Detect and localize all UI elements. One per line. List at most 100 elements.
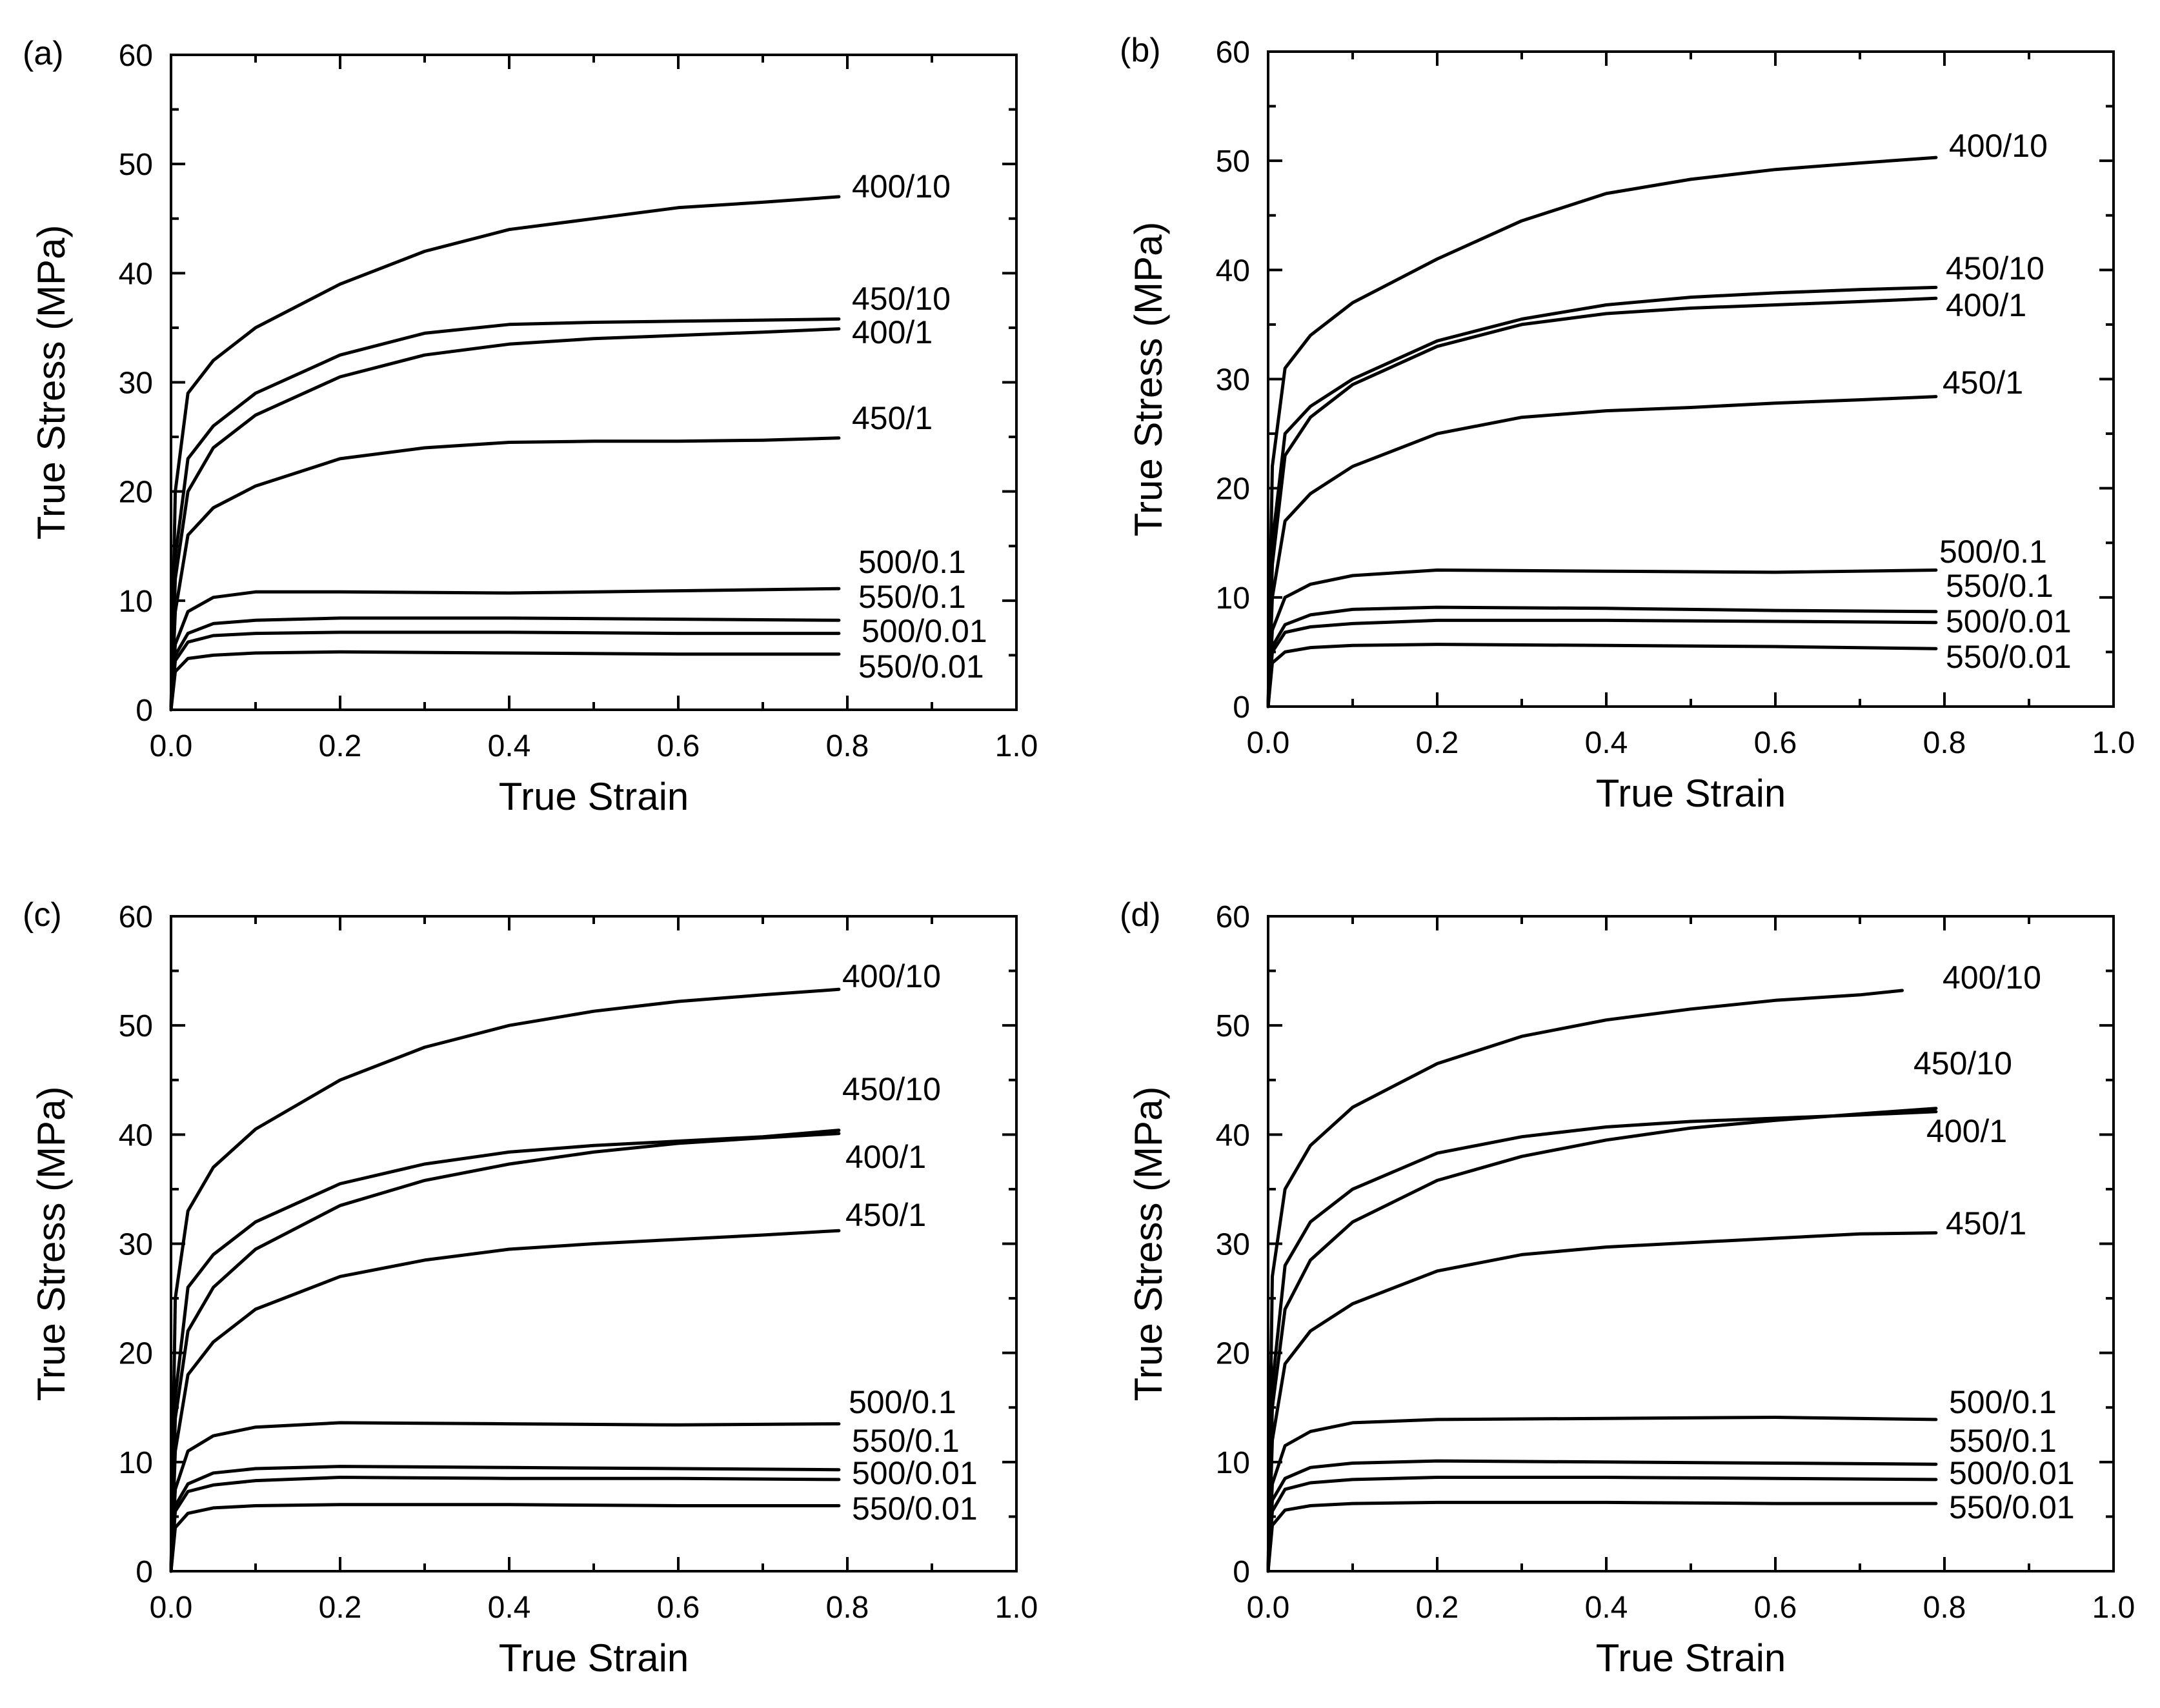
series-label: 450/1 bbox=[1943, 365, 2023, 401]
series-line-550-0-01 bbox=[169, 650, 841, 712]
series-label: 450/10 bbox=[1913, 1045, 2012, 1081]
series-line-500-0-1 bbox=[169, 587, 841, 712]
series-label: 400/1 bbox=[1946, 287, 2026, 323]
x-axis-title: True Strain bbox=[499, 1636, 689, 1680]
y-tick-label: 30 bbox=[119, 367, 153, 401]
series-line-550-0-01 bbox=[1266, 643, 1938, 708]
series-label: 550/0.1 bbox=[1949, 1423, 2057, 1459]
x-tick-label: 0.4 bbox=[1585, 1591, 1628, 1625]
y-tick-label: 0 bbox=[136, 694, 153, 728]
series-line-400-1 bbox=[1266, 296, 1938, 708]
y-tick-label: 10 bbox=[119, 585, 153, 619]
chart-panel-1: 0.0 0.2 0.4 0.6 0.8 1.0 0 10 20 30 40 50 60 True Stra… bbox=[23, 35, 1038, 818]
series-label: 450/10 bbox=[842, 1071, 941, 1107]
series-line-550-0-1 bbox=[169, 616, 841, 712]
y-tick-label: 40 bbox=[119, 1118, 153, 1152]
series-line-450-10 bbox=[169, 1129, 841, 1573]
series-line-450-10 bbox=[169, 317, 841, 712]
series-label: 500/0.1 bbox=[1949, 1384, 2057, 1420]
x-tick-label: 0.6 bbox=[1754, 1591, 1797, 1625]
x-tick-label: 0.2 bbox=[1416, 726, 1459, 760]
y-tick-label: 30 bbox=[1216, 1228, 1250, 1262]
x-tick-label: 0.6 bbox=[1754, 726, 1797, 760]
x-tick-label: 1.0 bbox=[995, 1591, 1038, 1625]
panel-label: (a) bbox=[23, 35, 64, 72]
y-tick-label: 50 bbox=[1216, 1009, 1250, 1043]
y-tick-label: 0 bbox=[136, 1555, 153, 1589]
chart-panel-4: 0.0 0.2 0.4 0.6 0.8 1.0 0 10 20 30 40 50 60 True Stra… bbox=[1120, 896, 2135, 1680]
x-tick-label: 0.4 bbox=[1585, 726, 1628, 760]
y-tick-label: 20 bbox=[119, 1337, 153, 1371]
series-label: 550/0.01 bbox=[1946, 639, 2072, 675]
series-label: 450/1 bbox=[852, 400, 933, 436]
series-line-550-0-1 bbox=[1266, 1459, 1938, 1573]
series-label: 550/0.01 bbox=[1949, 1489, 2075, 1525]
y-axis-title: True Stress (MPa) bbox=[30, 1087, 73, 1402]
y-tick-label: 60 bbox=[119, 39, 153, 73]
series-line-400-10 bbox=[169, 195, 841, 712]
y-tick-label: 50 bbox=[1216, 145, 1250, 179]
y-tick-label: 10 bbox=[1216, 581, 1250, 616]
y-tick-label: 20 bbox=[119, 476, 153, 510]
series-label: 450/10 bbox=[852, 281, 951, 317]
series-line-550-0-01 bbox=[1266, 1500, 1938, 1573]
series-label: 400/1 bbox=[852, 314, 933, 350]
x-tick-label: 0.4 bbox=[488, 1591, 531, 1625]
x-tick-label: 0.8 bbox=[826, 1591, 869, 1625]
series-line-450-10 bbox=[1266, 285, 1938, 708]
y-tick-label: 0 bbox=[1233, 1555, 1250, 1589]
x-tick-label: 0.0 bbox=[150, 729, 193, 763]
series-label: 400/1 bbox=[845, 1139, 926, 1175]
x-tick-label: 0.2 bbox=[1416, 1591, 1459, 1625]
y-tick-label: 40 bbox=[119, 257, 153, 291]
series-label: 450/1 bbox=[1946, 1205, 2026, 1241]
y-tick-label: 50 bbox=[119, 1009, 153, 1043]
y-tick-label: 20 bbox=[1216, 472, 1250, 507]
series-line-450-1 bbox=[169, 436, 841, 712]
x-tick-label: 0.6 bbox=[657, 1591, 700, 1625]
x-axis-title: True Strain bbox=[1596, 1636, 1786, 1680]
series-label: 550/0.1 bbox=[1946, 568, 2054, 604]
series-line-500-0-01 bbox=[169, 630, 841, 712]
series-line-500-0-1 bbox=[1266, 568, 1938, 708]
chart-panel-2: 0.0 0.2 0.4 0.6 0.8 1.0 0 10 20 30 40 50 60 True Stra… bbox=[1120, 32, 2135, 815]
series-label: 400/1 bbox=[1926, 1113, 2007, 1149]
series-line-400-1 bbox=[169, 327, 841, 712]
series-line-500-0-01 bbox=[1266, 1476, 1938, 1573]
panel-label: (b) bbox=[1120, 32, 1161, 69]
series-label: 450/1 bbox=[845, 1197, 926, 1233]
chart-panel-3: 0.0 0.2 0.4 0.6 0.8 1.0 0 10 20 30 40 50 60 True Stra… bbox=[23, 896, 1038, 1680]
x-tick-label: 0.8 bbox=[826, 729, 869, 763]
series-line-550-0-01 bbox=[169, 1503, 841, 1573]
y-tick-label: 0 bbox=[1233, 690, 1250, 725]
series-label: 500/0.1 bbox=[849, 1384, 956, 1420]
x-tick-label: 1.0 bbox=[2092, 726, 2135, 760]
x-tick-label: 0.0 bbox=[1247, 1591, 1290, 1625]
x-tick-label: 1.0 bbox=[995, 729, 1038, 763]
series-label: 500/0.01 bbox=[1949, 1455, 2075, 1491]
y-tick-label: 30 bbox=[1216, 363, 1250, 397]
series-label: 550/0.01 bbox=[852, 1491, 978, 1527]
y-axis-title: True Stress (MPa) bbox=[1127, 222, 1170, 537]
y-tick-label: 10 bbox=[1216, 1446, 1250, 1480]
series-label: 400/10 bbox=[1949, 128, 2048, 164]
y-axis-title: True Stress (MPa) bbox=[1127, 1087, 1170, 1402]
y-tick-label: 60 bbox=[1216, 35, 1250, 70]
series-line-400-10 bbox=[1266, 989, 1904, 1573]
series-label: 450/10 bbox=[1946, 250, 2044, 286]
series-line-400-10 bbox=[169, 987, 841, 1573]
x-tick-label: 0.4 bbox=[488, 729, 531, 763]
y-tick-label: 50 bbox=[119, 148, 153, 182]
x-tick-label: 1.0 bbox=[2092, 1591, 2135, 1625]
series-label: 500/0.1 bbox=[858, 544, 966, 580]
panel-label: (d) bbox=[1120, 896, 1161, 934]
series-line-450-1 bbox=[169, 1229, 841, 1573]
x-tick-label: 0.2 bbox=[319, 1591, 362, 1625]
series-label: 500/0.1 bbox=[1939, 534, 2047, 570]
series-label: 400/10 bbox=[842, 958, 941, 994]
series-line-500-0-01 bbox=[1266, 618, 1938, 708]
x-tick-label: 0.0 bbox=[1247, 726, 1290, 760]
y-tick-label: 10 bbox=[119, 1446, 153, 1480]
series-line-550-0-1 bbox=[1266, 605, 1938, 708]
series-line-450-1 bbox=[1266, 1231, 1938, 1573]
